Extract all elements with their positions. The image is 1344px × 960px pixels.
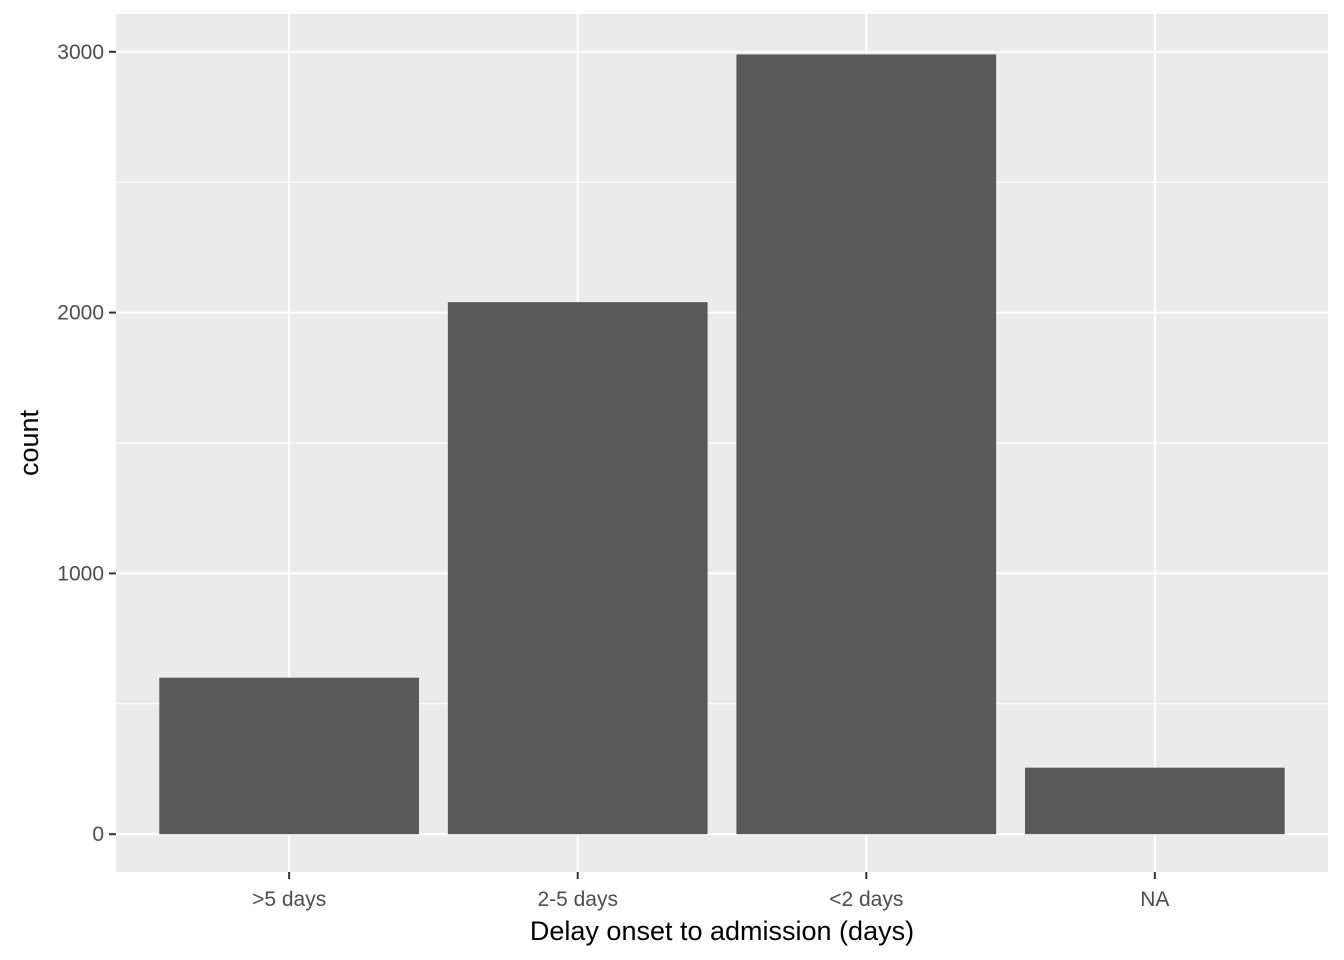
- bars: [159, 54, 1285, 835]
- bar: [736, 54, 997, 835]
- y-tick-label: 1000: [57, 562, 104, 585]
- x-axis: >5 days 2-5 days <2 days NA: [252, 872, 1169, 911]
- bar: [1025, 767, 1285, 835]
- bar: [447, 302, 708, 835]
- x-tick-label: >5 days: [252, 888, 326, 911]
- y-tick-label: 2000: [57, 302, 104, 325]
- x-tick-label: 2-5 days: [537, 888, 618, 911]
- x-axis-title: Delay onset to admission (days): [530, 916, 914, 946]
- x-tick-label: NA: [1140, 888, 1169, 911]
- y-tick-label: 3000: [57, 41, 104, 64]
- y-axis: 0 1000 2000 3000: [57, 41, 116, 846]
- x-tick-label: <2 days: [829, 888, 903, 911]
- bar: [159, 677, 420, 835]
- y-tick-label: 0: [92, 823, 104, 846]
- y-axis-title: count: [14, 409, 44, 476]
